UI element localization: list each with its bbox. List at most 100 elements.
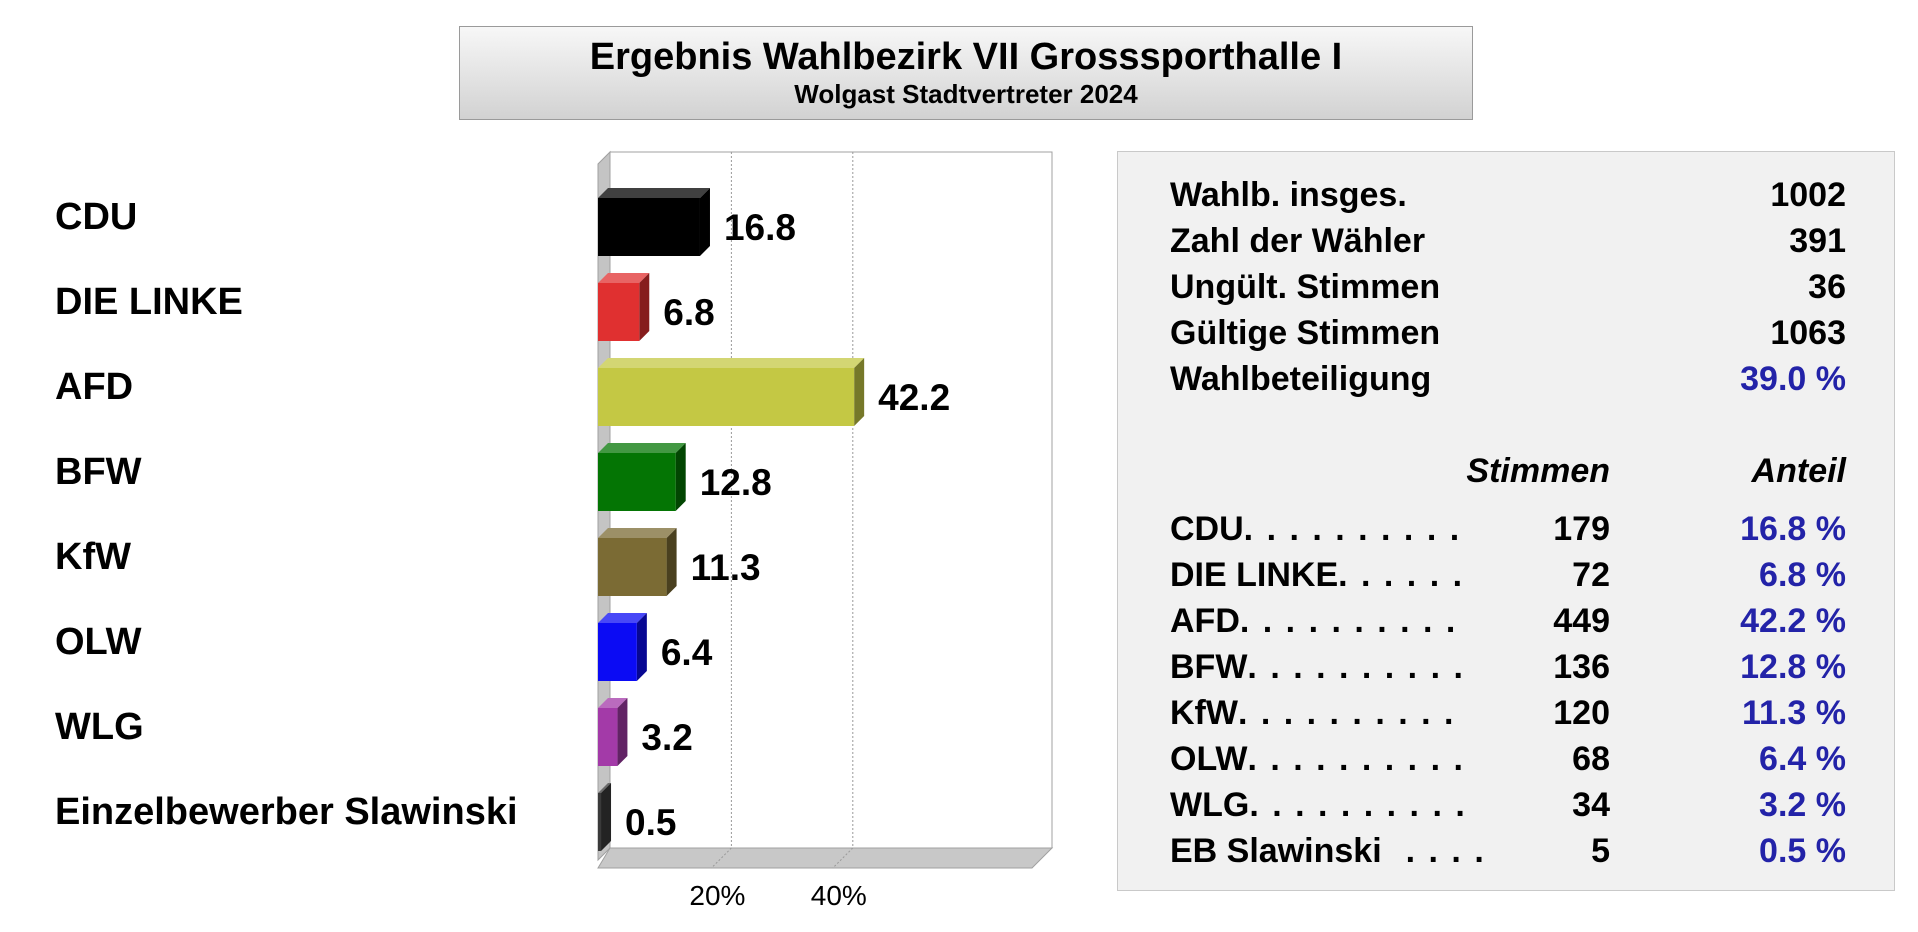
votes-value: 449 (1553, 602, 1610, 640)
bar-side (675, 443, 686, 511)
bar-top (598, 273, 650, 283)
bar-top (598, 783, 612, 793)
summary-row: Ungült. Stimmen 36 (1170, 264, 1846, 310)
dot-leader: . . . . . . . . . . (1247, 740, 1465, 778)
dot-leader: . . . . (1405, 832, 1486, 870)
dot-leader: . . . . . . . . . . (1239, 602, 1458, 640)
chart-subtitle: Wolgast Stadtvertreter 2024 (794, 79, 1138, 109)
summary-label: Gültige Stimmen (1170, 314, 1441, 352)
summary-label: Wahlbeteiligung (1170, 360, 1432, 398)
data-label: 6.8 (663, 292, 714, 333)
share-value: 12.8 % (1740, 648, 1846, 686)
dot-leader: . . . . . . . . . . (1249, 786, 1467, 824)
bar-side (617, 698, 628, 766)
party-name: AFD (1170, 602, 1240, 640)
summary-label: Zahl der Wähler (1170, 222, 1426, 260)
votes-value: 72 (1572, 556, 1610, 594)
results-row: OLW. . . . . . . . . . 68 6.4 % (1170, 736, 1846, 782)
summary-label: Wahlb. insges. (1170, 176, 1407, 214)
category-label: OLW (55, 621, 142, 663)
share-value: 6.8 % (1759, 556, 1846, 594)
plot-floor (597, 847, 1054, 869)
data-label: 6.4 (661, 632, 713, 673)
bar-top (598, 443, 686, 453)
share-value: 16.8 % (1740, 510, 1846, 548)
bar-top (598, 188, 710, 198)
summary-label: Ungült. Stimmen (1170, 268, 1441, 306)
bar (598, 453, 676, 511)
bar (598, 793, 602, 851)
anteil-header: Anteil (1751, 452, 1846, 490)
bar-side (636, 613, 647, 681)
bar-side (601, 783, 612, 851)
gridline (832, 847, 854, 869)
party-name: CDU (1170, 510, 1244, 548)
results-row: WLG. . . . . . . . . . 34 3.2 % (1170, 782, 1846, 828)
results-row: KfW. . . . . . . . . . 120 11.3 % (1170, 690, 1846, 736)
results-row: AFD. . . . . . . . . . 449 42.2 % (1170, 598, 1846, 644)
dot-leader: . . . . . . . . . . (1247, 648, 1465, 686)
summary-row: Zahl der Wähler 391 (1170, 218, 1846, 264)
bar (598, 623, 637, 681)
dot-leader: . . . . . . . . . . (1243, 510, 1462, 548)
results-panel: Wahlb. insges. 1002 Zahl der Wähler 391 … (1117, 151, 1895, 891)
category-label: WLG (55, 706, 144, 748)
summary-row: Wahlbeteiligung 39.0 % (1170, 356, 1846, 402)
data-label: 16.8 (724, 207, 796, 248)
data-label: 12.8 (700, 462, 772, 503)
votes-value: 136 (1553, 648, 1610, 686)
category-label: Einzelbewerber Slawinski (55, 791, 518, 833)
results-row: CDU. . . . . . . . . . 179 16.8 % (1170, 506, 1846, 552)
bar-top (598, 613, 647, 623)
votes-value: 120 (1553, 694, 1610, 732)
title-box: Ergebnis Wahlbezirk VII Grosssporthalle … (459, 26, 1473, 120)
results-row: EB Slawinski . . . . 5 0.5 % (1170, 828, 1846, 874)
share-value: 6.4 % (1759, 740, 1846, 778)
bar-side (854, 358, 865, 426)
chart-title: Ergebnis Wahlbezirk VII Grosssporthalle … (589, 36, 1343, 78)
results-row: DIE LINKE. . . . . . 72 6.8 % (1170, 552, 1846, 598)
summary-row: Gültige Stimmen 1063 (1170, 310, 1846, 356)
dot-leader: . . . . . . . . . . (1237, 694, 1456, 732)
votes-value: 34 (1572, 786, 1610, 824)
summary-row: Wahlb. insges. 1002 (1170, 172, 1846, 218)
x-tick-label: 40% (811, 880, 867, 911)
bar (598, 538, 667, 596)
gridline (711, 847, 732, 869)
dot-leader: . . . . . . (1338, 556, 1465, 594)
turnout-value: 39.0 % (1740, 360, 1846, 398)
category-label: DIE LINKE (55, 281, 243, 323)
party-name: DIE LINKE (1170, 556, 1339, 594)
party-name: KfW (1170, 694, 1238, 732)
share-value: 11.3 % (1742, 694, 1846, 732)
summary-value: 391 (1789, 222, 1846, 260)
results-row: BFW. . . . . . . . . . 136 12.8 % (1170, 644, 1846, 690)
share-value: 0.5 % (1759, 832, 1846, 870)
data-label: 3.2 (641, 717, 692, 758)
x-tick-label: 20% (689, 880, 745, 911)
category-label: CDU (55, 196, 138, 238)
bar (598, 283, 640, 341)
stimmen-header: Stimmen (1466, 452, 1610, 490)
bar-side (699, 188, 710, 256)
summary-value: 1002 (1770, 176, 1846, 214)
data-label: 11.3 (691, 547, 761, 588)
votes-value: 5 (1591, 832, 1610, 870)
party-name: BFW (1170, 648, 1248, 686)
party-name: EB Slawinski (1170, 832, 1382, 870)
bar-side (639, 273, 650, 341)
category-label: KfW (55, 536, 131, 578)
votes-value: 179 (1553, 510, 1610, 548)
share-value: 3.2 % (1759, 786, 1846, 824)
bar (598, 708, 618, 766)
bar (598, 368, 855, 426)
data-label: 42.2 (878, 377, 950, 418)
party-name: WLG (1170, 786, 1250, 824)
bar (598, 198, 700, 256)
summary-value: 1063 (1770, 314, 1846, 352)
data-label: 0.5 (625, 802, 676, 843)
bar-top (598, 698, 628, 708)
category-label: AFD (55, 366, 134, 408)
bar-side (666, 528, 677, 596)
share-value: 42.2 % (1740, 602, 1846, 640)
